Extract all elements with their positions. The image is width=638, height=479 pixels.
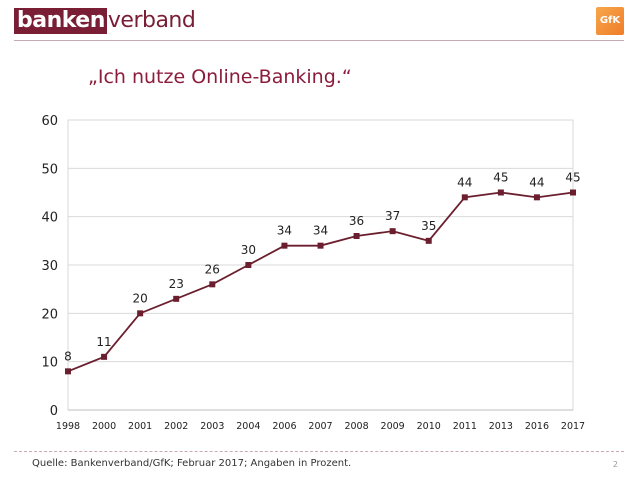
x-tick-label: 2007	[308, 421, 332, 432]
data-label: 35	[421, 219, 436, 233]
x-tick-label: 2002	[164, 421, 188, 432]
data-label: 45	[565, 171, 580, 185]
chart-title: „Ich nutze Online-Banking.“	[88, 66, 352, 88]
data-point	[173, 295, 180, 302]
data-point	[281, 242, 288, 249]
gfk-logo: GfK	[596, 7, 624, 35]
y-tick-label: 30	[41, 259, 58, 274]
footer-divider	[14, 451, 624, 452]
data-label: 45	[493, 171, 508, 185]
y-tick-label: 20	[41, 307, 58, 322]
data-point	[425, 237, 432, 244]
data-label: 34	[313, 224, 328, 238]
data-label: 11	[96, 335, 111, 349]
x-tick-label: 2006	[272, 421, 296, 432]
data-label: 44	[529, 175, 544, 189]
y-tick-label: 10	[41, 356, 58, 371]
x-tick-label: 2008	[344, 421, 368, 432]
data-point	[497, 189, 504, 196]
data-label: 20	[133, 291, 148, 305]
x-tick-label: 2009	[381, 421, 405, 432]
data-point	[389, 228, 396, 235]
data-label: 23	[169, 277, 184, 291]
x-tick-label: 2011	[453, 421, 477, 432]
x-tick-label: 2016	[525, 421, 549, 432]
y-tick-label: 60	[41, 114, 58, 129]
data-point	[533, 194, 540, 201]
y-tick-label: 50	[41, 162, 58, 177]
logo-text-banken: banken	[14, 8, 107, 34]
data-point	[137, 310, 144, 317]
x-tick-label: 2017	[561, 421, 585, 432]
data-point	[65, 368, 71, 375]
y-tick-label: 0	[50, 404, 58, 419]
data-point	[570, 189, 576, 196]
header-divider	[14, 40, 624, 41]
x-tick-label: 2000	[92, 421, 116, 432]
data-label: 30	[241, 243, 256, 257]
source-note: Quelle: Bankenverband/GfK; Februar 2017;…	[32, 458, 352, 469]
data-point	[353, 233, 360, 239]
y-tick-label: 40	[41, 211, 58, 226]
bankenverband-logo: banken verband	[14, 8, 196, 34]
data-point	[101, 353, 108, 360]
x-tick-label: 1998	[56, 421, 80, 432]
data-point	[461, 194, 468, 201]
series-line	[67, 191, 574, 373]
x-tick-label: 2003	[200, 421, 224, 432]
x-tick-label: 2001	[128, 421, 152, 432]
logo-text-verband: verband	[107, 8, 196, 33]
data-label: 37	[385, 209, 400, 223]
data-point	[245, 262, 252, 268]
x-tick-label: 2010	[417, 421, 441, 432]
data-label: 44	[457, 175, 472, 189]
data-label: 34	[277, 224, 292, 238]
data-label: 8	[64, 349, 72, 363]
page-number: 2	[612, 460, 618, 469]
data-point	[317, 242, 324, 249]
data-label: 26	[205, 262, 220, 276]
data-point	[209, 281, 216, 288]
data-label: 36	[349, 214, 364, 228]
x-tick-label: 2004	[236, 421, 260, 432]
x-tick-label: 2013	[489, 421, 513, 432]
